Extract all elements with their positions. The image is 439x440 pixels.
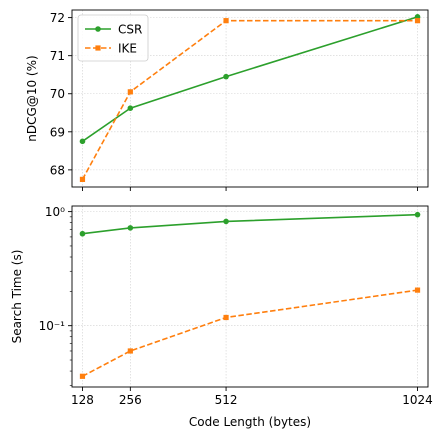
data-point-csr	[79, 138, 86, 145]
data-point-ike	[414, 287, 421, 293]
legend-label-ike: IKE	[118, 42, 137, 56]
data-point-csr	[223, 218, 229, 225]
grid	[72, 10, 428, 187]
data-point-csr	[414, 211, 421, 218]
data-point-ike	[79, 176, 86, 182]
x-tick-label: 1024	[402, 393, 433, 407]
x-tick-label: 128	[71, 393, 94, 407]
data-point-ike	[414, 18, 421, 24]
data-point-csr	[223, 73, 229, 80]
y-tick-label: 10⁰	[45, 205, 65, 219]
series-line-ike	[81, 19, 418, 180]
bottom-panel: 10⁻¹ 10⁰ 128 256 512 1024 Search Time (s) Code …	[10, 205, 433, 429]
data-point-ike	[79, 373, 86, 379]
series-line-ike	[82, 289, 418, 377]
x-tick-label: 256	[119, 393, 142, 407]
legend-marker-ike	[95, 45, 101, 51]
y-tick-label: 69	[50, 125, 65, 139]
x-axis-label: Code Length (bytes)	[189, 415, 311, 429]
y-axis-label: Search Time (s)	[10, 250, 24, 344]
series-line-csr	[82, 213, 418, 235]
data-point-csr	[127, 225, 134, 231]
y-axis-label: nDCG@10 (%)	[25, 55, 39, 141]
data-point-ike	[223, 314, 229, 321]
y-tick-label: 71	[50, 49, 65, 63]
y-tick-label: 70	[50, 87, 65, 101]
data-point-csr	[79, 230, 86, 237]
y-tick-label: 10⁻¹	[39, 319, 66, 333]
data-point-csr	[127, 105, 134, 112]
top-panel: 68 69 70 71 72 nDCG@10 (%) CSR IKE	[25, 9, 429, 191]
plot-frame	[71, 205, 429, 388]
y-tick-label: 68	[50, 163, 65, 177]
legend-marker-csr	[95, 26, 101, 32]
data-point-ike	[223, 18, 229, 24]
legend-label-csr: CSR	[118, 23, 142, 37]
legend: CSR IKE	[77, 14, 149, 62]
plot-frame	[71, 9, 429, 188]
series-line-csr	[82, 16, 418, 142]
data-point-ike	[127, 348, 133, 354]
data-point-ike	[127, 89, 133, 95]
y-tick-label: 72	[50, 11, 65, 25]
x-tick-label: 512	[215, 393, 238, 407]
